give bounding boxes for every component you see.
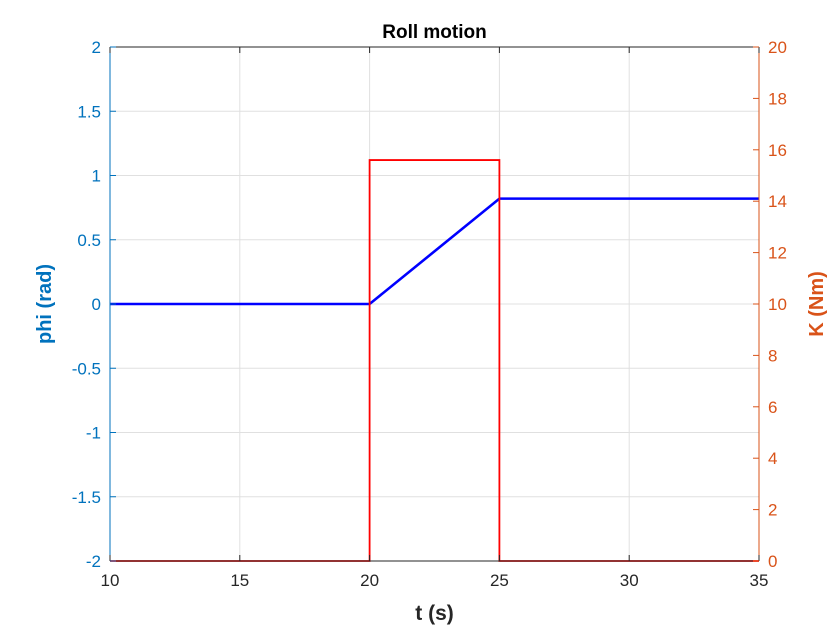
left-tick-label: 0.5 [77, 231, 101, 250]
x-tick-label: 35 [750, 571, 769, 590]
left-tick-label: 0 [92, 295, 101, 314]
right-tick-label: 20 [768, 38, 787, 57]
x-tick-label: 15 [230, 571, 249, 590]
right-tick-label: 6 [768, 398, 777, 417]
right-tick-label: 0 [768, 552, 777, 571]
left-tick-label: 1 [92, 167, 101, 186]
x-tick-label: 30 [620, 571, 639, 590]
x-tick-label: 20 [360, 571, 379, 590]
left-tick-label: -1.5 [72, 488, 101, 507]
right-axis-label: K (Nm) [806, 271, 828, 337]
right-tick-label: 18 [768, 89, 787, 108]
chart-title: Roll motion [382, 22, 486, 43]
x-axis-label: t (s) [415, 602, 454, 625]
left-tick-label: -2 [86, 552, 101, 571]
left-tick-label: 1.5 [77, 102, 101, 121]
axes-group [109, 46, 760, 562]
tick-labels: 10 15 20 25 30 3521.510.50-0.5-1-1.5-22018161… [72, 38, 787, 590]
right-tick-label: 12 [768, 244, 787, 263]
left-axis-label: phi (rad) [34, 264, 56, 344]
left-tick-label: -1 [86, 424, 101, 443]
phi-series-line [110, 197, 759, 306]
right-tick-label: 16 [768, 141, 787, 160]
left-tick-label: -0.5 [72, 359, 101, 378]
right-tick-label: 10 [768, 295, 787, 314]
right-tick-label: 14 [768, 192, 787, 211]
x-tick-label: 10 [101, 571, 120, 590]
right-tick-label: 2 [768, 501, 777, 520]
right-tick-label: 4 [768, 449, 777, 468]
x-tick-label: 25 [490, 571, 509, 590]
left-tick-label: 2 [92, 38, 101, 57]
right-tick-label: 8 [768, 346, 777, 365]
